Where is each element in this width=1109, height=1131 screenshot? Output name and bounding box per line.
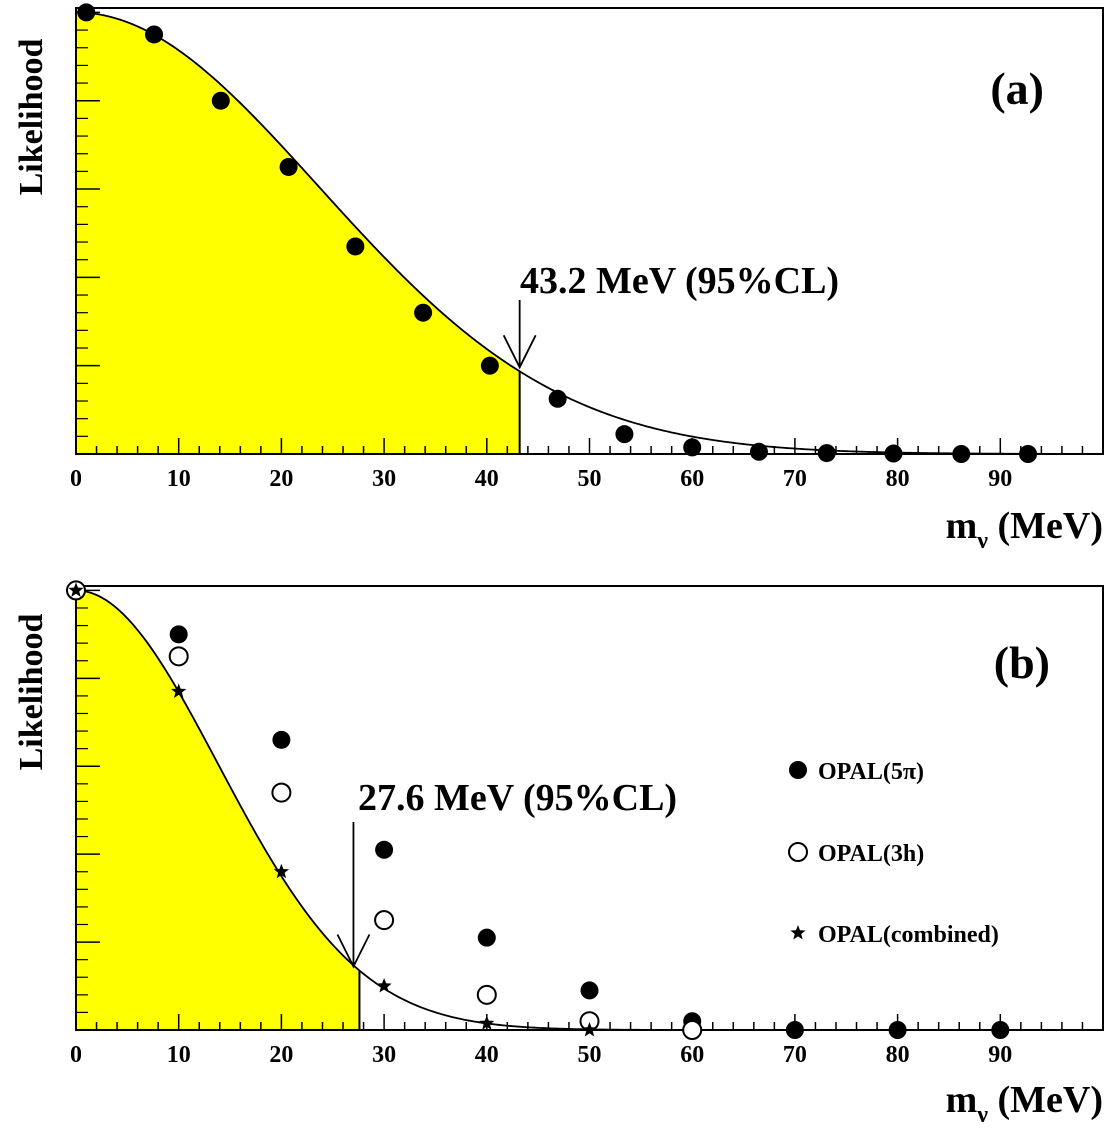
panel-b-series2-point	[273, 863, 290, 879]
panel-a-x-tick-label: 40	[475, 466, 499, 492]
panel-b-shaded-area	[76, 590, 360, 1030]
panel-b-x-tick-label: 60	[680, 1042, 704, 1068]
panel-a-series0-point	[279, 157, 298, 176]
panel-a-series0-point	[683, 438, 702, 457]
panel-a-y-axis-label: Likelihood	[13, 38, 50, 195]
panel-a-x-tick-label: 60	[680, 466, 704, 492]
panel-a-series0-point	[548, 389, 567, 408]
panel-b-points	[66, 580, 1010, 1040]
panel-a-x-tick-labels: 0 10 20 30 40 50 60 70 80 90	[70, 466, 1012, 492]
panel-b-x-tick-label: 10	[167, 1042, 191, 1068]
panel-a-limit-label: 43.2 MeV (95%CL)	[520, 260, 839, 302]
panel-a-series0-point	[211, 91, 230, 110]
panel-a-series0-point	[145, 25, 164, 44]
panel-b-x-tick-label: 50	[578, 1042, 602, 1068]
panel-b-x-tick-label: 90	[988, 1042, 1012, 1068]
panel-a-x-tick-label: 30	[372, 466, 396, 492]
panel-a-x-tick-label: 20	[269, 466, 293, 492]
panel-b: 0 10 20 30 40 50 60 70 80 90 Likelihood mν (MeV) …	[13, 580, 1104, 1128]
panel-b-legend: OPAL(5π) OPAL(3h) OPAL(combined)	[788, 759, 999, 948]
panel-b-x-tick-label: 80	[886, 1042, 910, 1068]
panel-b-series0-point	[375, 840, 394, 859]
panel-b-x-tick-label: 0	[70, 1042, 82, 1068]
panel-a-tag: (a)	[990, 63, 1044, 114]
panel-a-series0-point	[1019, 445, 1038, 463]
panel-b-series2-point	[376, 978, 392, 993]
panel-a-x-tick-label: 90	[988, 466, 1012, 492]
legend-label-opal-combined: OPAL(combined)	[818, 922, 999, 948]
legend-label-opal-3h: OPAL(3h)	[818, 841, 924, 867]
panel-b-x-tick-labels: 0 10 20 30 40 50 60 70 80 90	[70, 1042, 1012, 1068]
panel-b-series1-point	[374, 910, 395, 931]
panel-a-series0-point	[884, 444, 903, 463]
panel-b-series2-point	[581, 1022, 598, 1037]
panel-a-x-tick-label: 0	[70, 466, 82, 492]
panel-b-series0-point	[580, 981, 599, 1000]
panel-a-x-tick-label: 50	[578, 466, 602, 492]
panel-a-series0-point	[77, 3, 96, 22]
legend-marker-opal-5pi	[789, 761, 807, 779]
panel-a-x-tick-label: 70	[783, 466, 807, 492]
panel-b-series1-point	[271, 782, 292, 803]
panel-b-limit-label: 27.6 MeV (95%CL)	[358, 777, 677, 819]
panel-a-points	[77, 3, 1038, 463]
panel-b-series0-point	[888, 1021, 907, 1039]
panel-b-y-ticks	[76, 589, 100, 1014]
panel-a-series0-point	[414, 303, 433, 322]
panel-a-y-ticks	[76, 11, 100, 437]
panel-a-x-axis-symbol: m	[946, 505, 978, 547]
panel-b-x-tick-label: 70	[783, 1042, 807, 1068]
panel-b-limit-line	[336, 822, 371, 1030]
panel-b-x-axis-label: mν (MeV)	[946, 1079, 1103, 1128]
panel-a-series0-point	[749, 442, 768, 461]
panel-a-limit-line	[502, 300, 537, 454]
panel-b-series1-point	[168, 646, 189, 667]
legend-marker-opal-combined	[790, 925, 806, 940]
panel-b-x-axis-symbol: m	[946, 1079, 978, 1121]
panel-b-series2-point	[68, 582, 84, 597]
panel-b-series0-point	[477, 928, 496, 947]
panel-b-x-tick-label: 40	[475, 1042, 499, 1068]
panel-a: 0 10 20 30 40 50 60 70 80 90 Likelihood mν (MeV) …	[13, 3, 1104, 554]
panel-a-x-tick-label: 10	[167, 466, 191, 492]
panel-b-series2-point	[479, 1015, 495, 1030]
panel-b-limit-arrowhead	[336, 934, 371, 969]
panel-b-series0-point	[785, 1021, 804, 1039]
panel-a-x-axis-label: mν (MeV)	[946, 505, 1103, 554]
panel-b-tag: (b)	[994, 637, 1050, 688]
panel-b-series0-point	[272, 730, 291, 749]
panel-a-x-axis-unit: (MeV)	[988, 505, 1103, 547]
panel-b-series0-point	[991, 1021, 1010, 1039]
panel-b-series1-point	[682, 1020, 703, 1040]
panel-a-series0-point	[952, 445, 971, 463]
panel-a-series0-point	[615, 425, 634, 444]
panel-b-x-axis-unit: (MeV)	[988, 1079, 1103, 1121]
panel-a-series0-point	[346, 237, 365, 256]
panel-a-shaded-area	[76, 12, 520, 454]
panel-b-x-tick-label: 30	[372, 1042, 396, 1068]
panel-b-series1-point	[476, 984, 497, 1005]
panel-a-confidence-region	[76, 12, 520, 454]
panel-a-x-tick-label: 80	[886, 466, 910, 492]
panel-b-series0-point	[169, 625, 188, 644]
panel-b-series2-point	[171, 683, 187, 698]
panel-a-limit-arrowhead	[502, 334, 537, 370]
legend-label-opal-5pi: OPAL(5π)	[818, 759, 924, 785]
panel-b-legend-markers	[788, 761, 808, 940]
panel-b-x-ticks	[95, 1014, 1084, 1030]
panel-a-series0-point	[817, 444, 836, 463]
panel-b-y-axis-label: Likelihood	[13, 613, 50, 770]
panel-a-series0-point	[480, 356, 499, 375]
panel-b-x-axis-subscript: ν	[976, 1102, 988, 1128]
legend-marker-opal-3h	[788, 842, 808, 862]
panel-a-x-axis-subscript: ν	[976, 528, 988, 554]
panel-b-confidence-region	[76, 590, 360, 1030]
panel-b-x-tick-label: 20	[269, 1042, 293, 1068]
